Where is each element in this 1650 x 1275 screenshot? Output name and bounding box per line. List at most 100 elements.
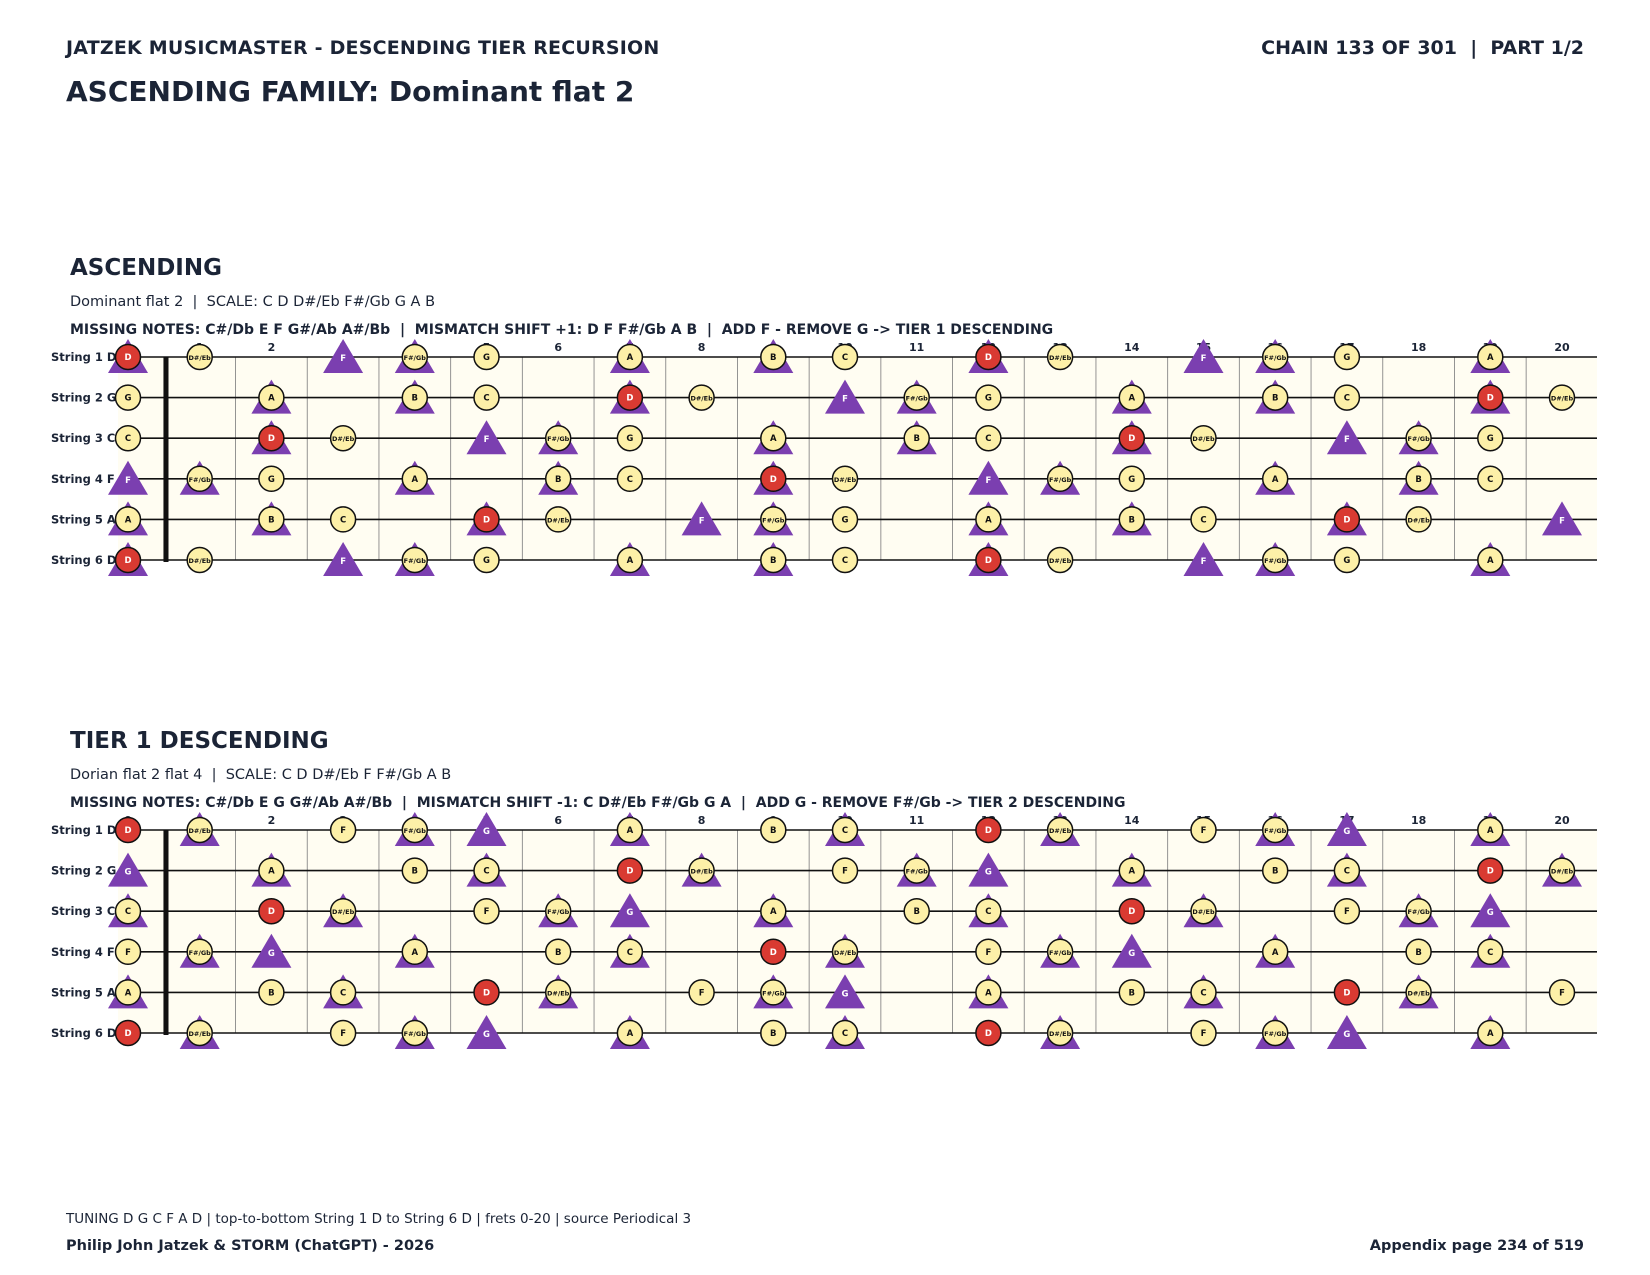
scale-note-dot	[1333, 546, 1361, 574]
scale-note-dot	[473, 857, 500, 884]
note-label: F	[1559, 516, 1565, 526]
root-note-dot	[1333, 506, 1361, 533]
note-label: A	[1272, 948, 1279, 958]
note-label: A	[125, 515, 132, 525]
scale-note-dot	[1118, 857, 1146, 884]
scale-note-dot	[616, 816, 644, 844]
fret-number: 20	[1554, 341, 1570, 354]
note-label: G	[1343, 1030, 1350, 1040]
note-label: G	[483, 353, 490, 363]
note-label: F	[842, 867, 848, 877]
note-label: D	[626, 867, 633, 877]
fret-number: 20	[1554, 814, 1570, 827]
scale-note-dot	[401, 816, 429, 844]
note-label: D	[770, 948, 777, 958]
section-scale-line: Dorian flat 2 flat 4 | SCALE: C D D#/Eb …	[70, 767, 452, 783]
fretboard-diagram: String 1 D String 2 G String 3 C String 4 F…	[51, 812, 1597, 1049]
scale-note-dot	[544, 979, 572, 1006]
scale-note-dot	[1477, 546, 1504, 574]
note-label: F#/Gb	[1264, 827, 1287, 835]
note-label: F	[340, 557, 346, 567]
note-label: C	[483, 394, 489, 404]
scale-note-dot	[473, 546, 500, 574]
note-label: G	[1343, 556, 1350, 566]
scale-note-dot	[1405, 424, 1432, 452]
scale-note-dot	[903, 424, 930, 452]
root-note-dot	[473, 506, 500, 533]
root-note-dot	[1477, 384, 1504, 411]
note-label: A	[1487, 353, 1494, 363]
triangle-marker	[968, 852, 1009, 887]
scale-note-dot	[1548, 979, 1576, 1006]
note-label: D	[985, 1029, 992, 1039]
scale-note-dot	[688, 384, 715, 411]
note-label: A	[1129, 867, 1136, 877]
footer-credit: Philip John Jatzek & STORM (ChatGPT) - 2…	[66, 1238, 435, 1254]
root-note-dot	[258, 424, 285, 452]
scale-note-dot	[329, 979, 357, 1006]
note-label: C	[1487, 948, 1493, 958]
string-label: String 2 G	[51, 391, 116, 405]
note-label: F#/Gb	[547, 908, 570, 916]
note-label: B	[770, 556, 776, 566]
scale-note-dot	[1261, 384, 1289, 411]
note-label: A	[1272, 475, 1279, 485]
note-label: G	[483, 827, 490, 837]
note-label: D#/Eb	[690, 395, 713, 403]
note-label: G	[626, 434, 633, 444]
triangle-marker	[825, 974, 865, 1009]
note-label: C	[842, 826, 848, 836]
scale-note-dot	[1190, 506, 1217, 533]
root-note-dot	[975, 546, 1002, 574]
note-label: C	[842, 556, 848, 566]
note-label: B	[770, 826, 776, 836]
note-label: F	[125, 476, 131, 486]
triangle-marker	[1470, 893, 1511, 928]
note-label: B	[268, 988, 274, 998]
note-label: D	[1128, 907, 1135, 917]
note-label: F	[340, 1029, 346, 1039]
note-label: D#/Eb	[332, 908, 355, 916]
note-label: F#/Gb	[1264, 354, 1287, 362]
scale-note-dot	[401, 1019, 429, 1047]
note-label: G	[268, 949, 275, 959]
scale-note-dot	[114, 424, 142, 452]
root-note-dot	[114, 343, 142, 371]
fret-number: 6	[554, 814, 562, 827]
note-label: D	[1343, 988, 1350, 998]
note-label: A	[412, 475, 419, 485]
footer-tuning-note: TUNING D G C F A D | top-to-bottom Strin…	[66, 1211, 692, 1227]
note-label: G	[1128, 475, 1135, 485]
note-label: G	[268, 475, 275, 485]
note-label: F#/Gb	[1407, 435, 1430, 443]
note-label: D#/Eb	[1192, 908, 1215, 916]
triangle-marker	[466, 1015, 507, 1049]
scale-note-dot	[473, 384, 500, 411]
string-label: String 6 D	[51, 553, 116, 567]
note-label: C	[985, 907, 991, 917]
scale-note-dot	[329, 1019, 357, 1047]
note-label: C	[125, 434, 131, 444]
scale-note-dot	[616, 343, 644, 371]
scale-note-dot	[114, 938, 142, 966]
scale-note-dot	[258, 384, 285, 411]
note-label: F	[1344, 907, 1350, 917]
note-label: F	[842, 395, 848, 405]
note-label: B	[1272, 867, 1278, 877]
scale-note-dot	[616, 424, 644, 452]
note-label: D	[626, 394, 633, 404]
note-label: D	[1128, 434, 1135, 444]
note-label: G	[1343, 827, 1350, 837]
note-label: D#/Eb	[1049, 354, 1072, 362]
scale-note-dot	[1261, 465, 1289, 493]
fretboard-diagram: String 1 D String 2 G String 3 C String 4 F…	[51, 339, 1597, 576]
scale-note-dot	[1405, 897, 1432, 925]
note-label: B	[555, 948, 561, 958]
note-label: A	[627, 1029, 634, 1039]
note-label: A	[268, 867, 275, 877]
scale-note-dot	[975, 424, 1002, 452]
scale-note-dot	[1261, 343, 1289, 371]
triangle-marker	[108, 460, 148, 495]
note-label: G	[842, 515, 849, 525]
note-label: D#/Eb	[834, 949, 857, 957]
